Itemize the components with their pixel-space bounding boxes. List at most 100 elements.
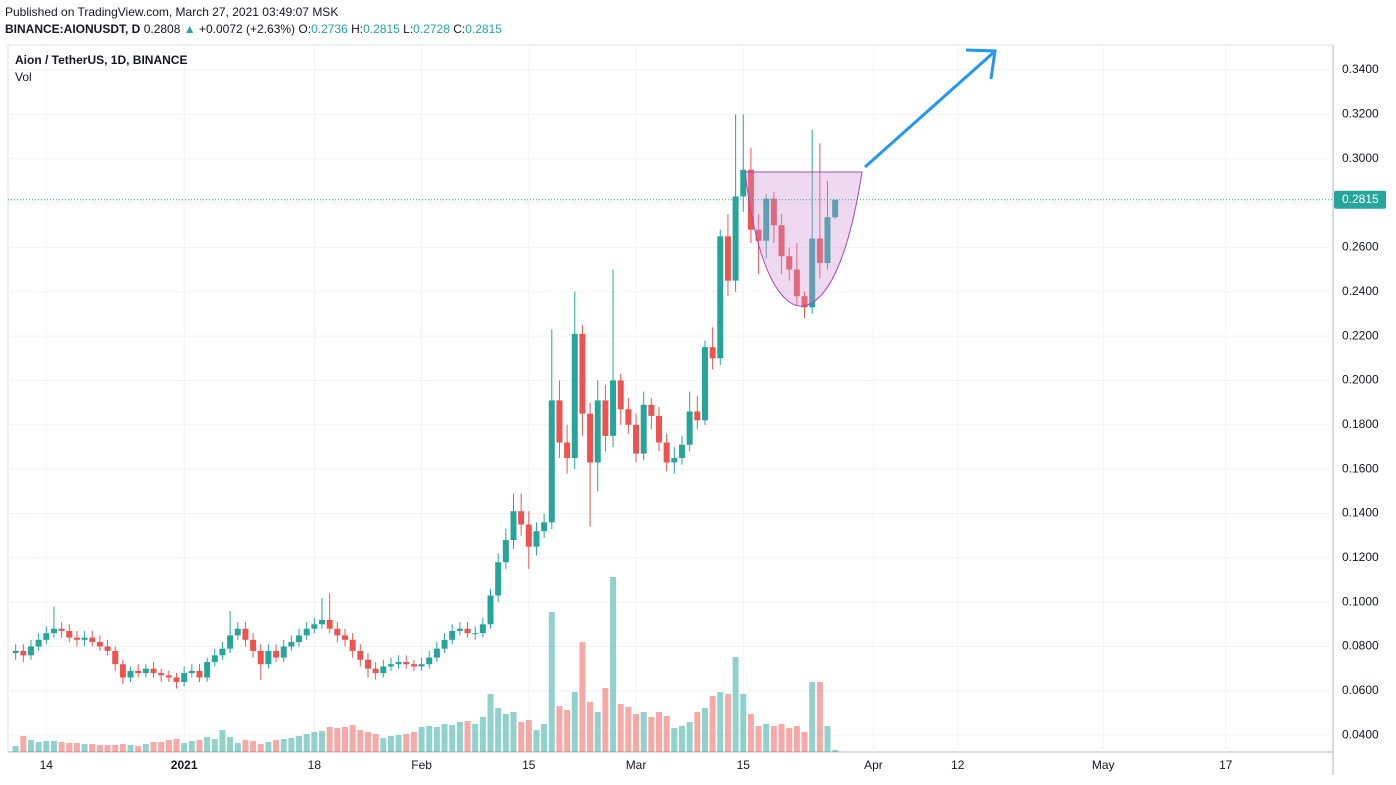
volume-bar — [433, 727, 440, 752]
volume-bar — [571, 692, 578, 752]
candle-body — [341, 635, 348, 640]
candle-body — [518, 511, 525, 525]
volume-bar — [410, 732, 417, 752]
candle-body — [809, 238, 816, 308]
volume-bar — [135, 746, 142, 752]
candle-body — [35, 639, 42, 647]
header: Published on TradingView.com, March 27, … — [5, 4, 502, 38]
candle-body — [747, 169, 754, 230]
candle-body — [364, 659, 371, 669]
candle-body — [12, 650, 19, 654]
volume-bar — [541, 724, 548, 752]
volume-bar — [724, 694, 731, 752]
y-tick-label: 0.2400 — [1342, 284, 1379, 298]
candle-body — [250, 639, 257, 651]
volume-bar — [288, 738, 295, 752]
volume-bar — [364, 732, 371, 752]
candle-body — [732, 196, 739, 281]
candle-body — [119, 664, 126, 678]
candle-body — [763, 198, 770, 241]
volume-bar — [640, 712, 647, 752]
candle-body — [135, 670, 142, 674]
candle-body — [227, 635, 234, 649]
volume-bar — [663, 716, 670, 752]
volume-bar — [678, 726, 685, 752]
candle-body — [801, 296, 808, 308]
h-label: H: — [351, 22, 364, 36]
volume-bar — [227, 737, 234, 752]
volume-bar — [265, 742, 272, 752]
volume-bar — [464, 721, 471, 752]
candle-body — [219, 648, 226, 656]
candle-body — [495, 562, 502, 596]
candle-body — [793, 269, 800, 297]
candle-body — [610, 380, 617, 436]
candle-body — [410, 664, 417, 667]
volume-bar — [341, 727, 348, 752]
y-tick-label: 0.3400 — [1342, 62, 1379, 76]
cup-pattern — [744, 171, 863, 307]
candle-body — [181, 673, 188, 682]
volume-bar — [395, 735, 402, 752]
candle-body — [50, 628, 57, 634]
y-tick-label: 0.0600 — [1342, 683, 1379, 697]
symbol: BINANCE:AIONUSDT, D — [5, 22, 141, 36]
candle-body — [387, 664, 394, 667]
candle-body — [288, 642, 295, 647]
y-tick-label: 0.0800 — [1342, 639, 1379, 653]
candle-body — [357, 650, 364, 660]
x-tick-label: May — [1092, 758, 1115, 772]
candle-body — [418, 664, 425, 667]
volume-bar — [104, 745, 111, 752]
volume-bar — [127, 745, 134, 752]
candle-body — [594, 400, 601, 463]
x-tick-label: 15 — [522, 758, 536, 772]
l-value: 0.2728 — [413, 22, 450, 36]
volume-bar — [334, 728, 341, 752]
volume-bar — [296, 736, 303, 752]
candle-body — [303, 628, 310, 636]
chart-title: Aion / TetherUS, 1D, BINANCE — [15, 53, 187, 67]
volume-bar — [242, 740, 249, 752]
candle-body — [112, 650, 119, 665]
o-label: O: — [298, 22, 312, 36]
candle-body — [709, 347, 716, 359]
x-tick-label: 17 — [1219, 758, 1233, 772]
change: +0.0072 (+2.63%) — [198, 22, 296, 36]
candle-body — [717, 236, 724, 359]
volume-bar — [587, 702, 594, 752]
candle-body — [824, 217, 831, 263]
volume-bar — [701, 708, 708, 752]
candle-body — [273, 650, 280, 658]
volume-label: Vol — [15, 70, 32, 84]
volume-layer — [12, 577, 839, 752]
y-tick-label: 0.3000 — [1342, 151, 1379, 165]
volume-bar — [832, 750, 839, 752]
volume-bar — [73, 743, 80, 752]
volume-bar — [173, 739, 180, 752]
candle-body — [441, 639, 448, 649]
candle-body — [770, 198, 777, 226]
y-tick-label: 0.0400 — [1342, 727, 1379, 741]
volume-bar — [257, 744, 264, 752]
candle-body — [326, 619, 333, 629]
volume-bar — [35, 742, 42, 752]
volume-bar — [594, 712, 601, 752]
volume-bar — [648, 717, 655, 752]
volume-bar — [219, 730, 226, 752]
volume-bar — [326, 727, 333, 752]
volume-bar — [112, 745, 119, 752]
volume-bar — [50, 741, 57, 752]
volume-bar — [27, 740, 34, 752]
volume-bar — [96, 745, 103, 752]
volume-bar — [142, 744, 149, 752]
plot-frame — [7, 44, 1334, 753]
candle-body — [27, 646, 34, 656]
volume-bar — [12, 746, 19, 752]
l-label: L: — [403, 22, 414, 36]
candle-body — [755, 229, 762, 241]
candle-body — [257, 650, 264, 665]
volume-bar — [211, 739, 218, 752]
candle-body — [188, 670, 195, 674]
